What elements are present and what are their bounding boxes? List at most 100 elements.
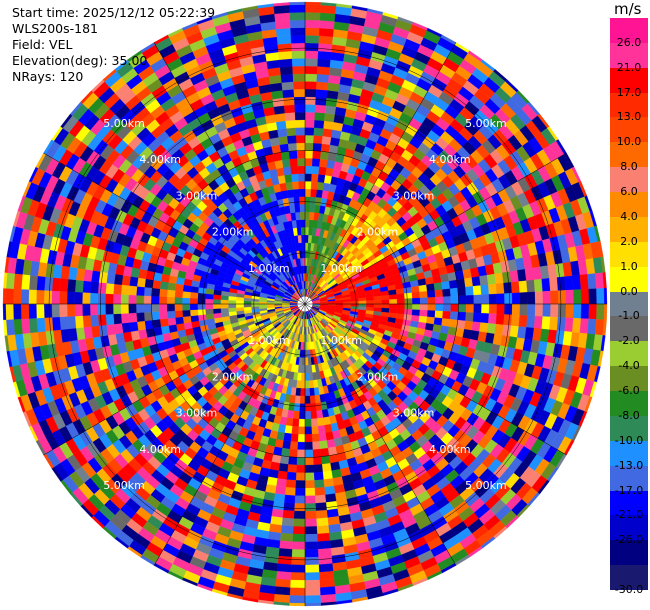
velocity-gate [295,127,306,136]
velocity-gate [526,315,536,329]
velocity-gate [276,167,285,177]
velocity-gate [304,150,314,159]
velocity-gate [296,227,302,236]
velocity-gate [320,151,330,161]
velocity-gate [314,487,326,496]
velocity-gate [197,314,207,321]
velocity-gate [304,127,315,136]
velocity-gate [456,278,466,289]
velocity-gate [279,66,294,76]
velocity-gate [301,365,306,374]
velocity-gate [304,65,318,75]
velocity-gate [300,227,306,236]
velocity-gate [297,234,302,244]
velocity-gate [235,307,245,312]
velocity-gate [302,265,306,274]
velocity-gate [310,403,317,412]
velocity-gate [220,303,229,309]
velocity-gate [596,303,605,320]
velocity-gate [291,541,306,550]
range-ring-label: 3.00km [393,189,435,202]
velocity-gate [304,549,319,558]
velocity-gate [28,303,37,319]
colorbar-segment [610,18,648,44]
velocity-gate [418,284,428,293]
velocity-gate [278,548,293,558]
velocity-gate [273,4,290,14]
velocity-gate [304,165,313,174]
velocity-gate [51,303,60,318]
velocity-gate [315,510,328,519]
velocity-gate [534,291,544,305]
velocity-gate [289,595,306,604]
velocity-gate [205,293,214,300]
velocity-gate [51,290,60,305]
colorbar-segment [610,366,648,392]
velocity-gate [279,143,290,153]
velocity-gate [266,303,275,307]
velocity-gate [335,301,344,305]
velocity-gate [304,556,319,566]
elevation-label: Elevation(deg): 35.00 [12,53,148,68]
velocity-gate [197,298,206,305]
velocity-gate [304,35,320,44]
range-ring-label: 4.00km [139,153,181,166]
velocity-gate [302,250,306,259]
colorbar-tick-label: 6.0 [620,185,638,199]
velocity-gate [318,571,335,581]
velocity-gate [136,277,146,288]
velocity-gate [518,280,528,293]
velocity-gate [291,556,306,566]
colorbar-tick-label: -26.0 [614,533,644,547]
velocity-gate [324,112,336,123]
velocity-gate [292,188,300,198]
velocity-gate [316,410,324,419]
velocity-gate [197,303,206,310]
velocity-gate [205,313,215,320]
velocity-gate [465,303,475,313]
range-ring-label: 5.00km [103,117,145,130]
velocity-gate [212,299,221,305]
velocity-gate [494,272,504,285]
velocity-gate [297,434,306,443]
colorbar-tick-label: 13.0 [616,110,642,124]
velocity-gate [294,104,306,113]
velocity-gate [565,303,574,319]
velocity-gate [486,273,497,285]
velocity-gate [21,318,31,334]
velocity-gate [112,303,122,315]
velocity-gate [496,293,505,305]
velocity-gate [324,105,337,115]
range-ring-label: 1.00km [248,262,290,275]
velocity-gate [396,293,405,300]
velocity-gate [596,288,605,305]
velocity-gate [572,274,582,291]
colorbar-tick-label: -10.0 [614,433,644,447]
velocity-gate [190,315,199,323]
velocity-gate [28,317,38,334]
velocity-gate [314,479,325,489]
velocity-gate [89,303,99,316]
velocity-gate [319,440,328,450]
colorbar-tick-label: 21.0 [616,60,642,74]
velocity-gate [366,303,375,308]
velocity-gate [317,425,326,434]
velocity-gate [465,286,474,296]
velocity-gate [293,510,306,520]
velocity-gate [282,158,291,168]
velocity-gate [285,479,296,489]
velocity-gate [316,525,330,535]
velocity-gate [304,357,309,366]
velocity-gate [120,294,129,305]
velocity-gate [197,309,206,316]
velocity-gate [304,587,321,596]
velocity-gate [288,448,298,458]
velocity-gate [442,311,451,320]
velocity-gate [313,471,324,481]
velocity-gate [235,303,244,308]
velocity-gate [304,119,315,128]
velocity-gate [488,303,498,315]
velocity-gate [449,311,459,321]
velocity-gate [304,510,317,520]
velocity-gate [277,43,292,53]
